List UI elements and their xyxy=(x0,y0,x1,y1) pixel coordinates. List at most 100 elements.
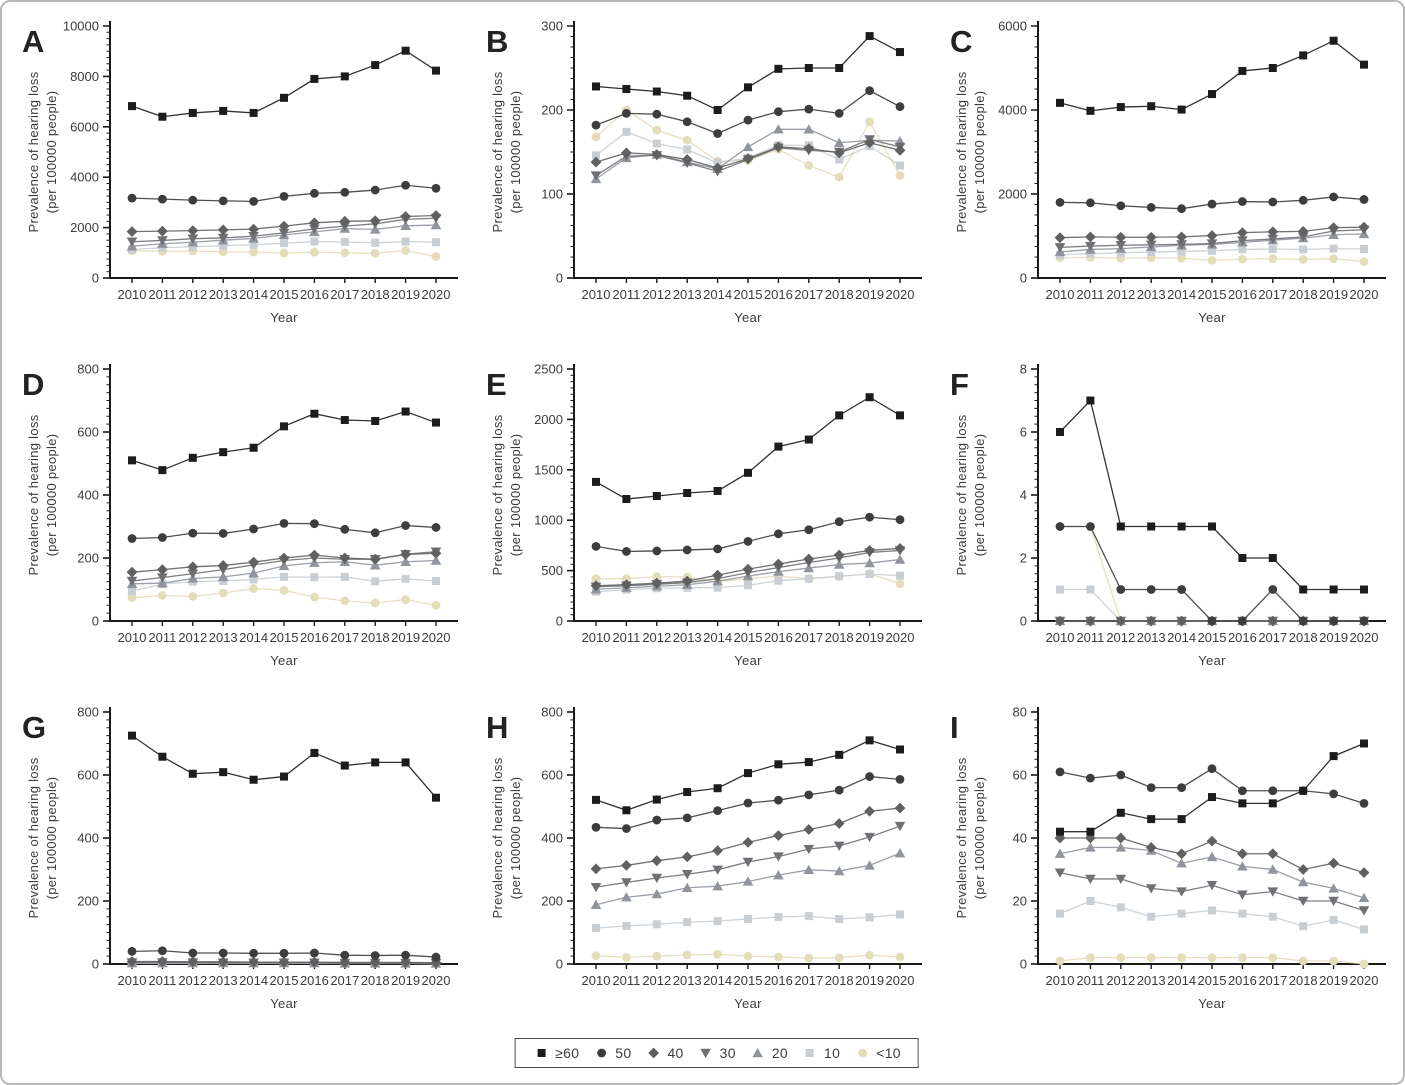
data-point-10 xyxy=(865,913,874,922)
x-tick-label: 2012 xyxy=(178,630,207,645)
data-point-ge-60 xyxy=(713,486,722,495)
x-tick-label: 2014 xyxy=(239,287,268,302)
data-point-10 xyxy=(1360,245,1368,254)
y-tick-label: 0 xyxy=(556,271,563,286)
data-point-30 xyxy=(1145,884,1157,894)
x-tick-label: 2014 xyxy=(703,973,732,988)
x-tick-label: 2014 xyxy=(1167,973,1196,988)
y-tick-label: 200 xyxy=(77,894,99,909)
data-point-30 xyxy=(1145,240,1157,250)
x-tick-label: 2015 xyxy=(734,287,763,302)
data-point-40 xyxy=(803,553,815,565)
data-point-10 xyxy=(249,575,258,584)
panel-letter-D: D xyxy=(22,367,44,402)
x-tick-label: 2020 xyxy=(886,973,915,988)
x-tick-label: 2014 xyxy=(1167,287,1196,302)
data-point-ge-60 xyxy=(713,784,722,793)
x-tick-label: 2020 xyxy=(1350,287,1379,302)
x-tick-label: 2019 xyxy=(391,287,420,302)
series-ge-60 xyxy=(592,32,904,114)
data-point-50 xyxy=(249,196,258,206)
data-point-50 xyxy=(1359,616,1369,626)
x-tick-label: 2015 xyxy=(1198,973,1227,988)
data-point-30 xyxy=(833,841,845,851)
y-axis-label-line1: Prevalence of hearing loss xyxy=(490,414,505,575)
data-point-50 xyxy=(401,521,410,530)
data-point-40 xyxy=(742,153,754,165)
legend-item-ge-60: ≥60 xyxy=(532,1045,579,1061)
data-point-10 xyxy=(128,587,136,596)
data-point-lt-10 xyxy=(1238,953,1247,963)
data-point-30 xyxy=(712,865,723,875)
data-point-10 xyxy=(1208,906,1216,915)
x-tick-label: 2017 xyxy=(794,973,823,988)
data-point-ge-60 xyxy=(804,64,813,72)
data-point-ge-60 xyxy=(249,108,258,117)
legend-label: 20 xyxy=(771,1045,789,1061)
data-point-50 xyxy=(682,813,692,823)
series-40 xyxy=(590,802,906,875)
data-point-20 xyxy=(1176,858,1187,868)
data-point-50 xyxy=(1055,767,1065,777)
data-point-10 xyxy=(219,241,228,250)
data-point-10 xyxy=(1086,897,1095,905)
data-point-50 xyxy=(1207,199,1217,209)
data-point-ge-60 xyxy=(1299,585,1308,594)
panel-B: 0 100 200 300 2010 2011 2012 2013 2014 2015 2016 20… xyxy=(472,6,936,349)
data-point-20 xyxy=(217,571,229,582)
data-point-ge-60 xyxy=(1147,102,1156,111)
data-point-30 xyxy=(864,832,875,843)
data-point-ge-60 xyxy=(1056,98,1064,107)
y-tick-label: 2000 xyxy=(70,220,99,235)
data-point-30 xyxy=(1237,890,1248,900)
panel-letter-A: A xyxy=(22,24,44,59)
panel-E: 0 500 1000 1500 2000 2500 2010 2011 2012 2013 2014… xyxy=(472,349,936,692)
data-point-ge-60 xyxy=(219,106,228,115)
legend-item-20: 20 xyxy=(749,1045,788,1061)
data-point-40 xyxy=(590,863,602,875)
data-point-ge-60 xyxy=(1116,103,1125,112)
data-point-50 xyxy=(1086,198,1095,208)
data-point-50 xyxy=(158,946,167,956)
y-axis-label-line2: (per 100000 people) xyxy=(972,91,987,214)
data-point-50 xyxy=(652,109,662,119)
data-point-40 xyxy=(400,549,411,560)
x-tick-label: 2017 xyxy=(794,630,823,645)
data-point-40 xyxy=(1328,857,1339,869)
data-point-lt-10 xyxy=(1177,253,1186,263)
x-tick-label: 2013 xyxy=(673,973,702,988)
y-axis-label-line2: (per 100000 people) xyxy=(508,91,523,214)
data-point-10 xyxy=(1056,909,1064,918)
data-point-10 xyxy=(1329,915,1338,924)
data-point-lt-10 xyxy=(1055,956,1065,966)
data-point-10 xyxy=(1056,585,1064,594)
data-point-ge-60 xyxy=(340,416,349,425)
data-point-30 xyxy=(1085,241,1096,252)
y-axis-label-line1: Prevalence of hearing loss xyxy=(954,757,969,918)
data-point-ge-60 xyxy=(1177,815,1186,824)
data-point-ge-60 xyxy=(774,64,783,73)
data-point-10 xyxy=(652,139,661,148)
data-point-lt-10 xyxy=(622,952,631,962)
data-point-10 xyxy=(1360,925,1368,934)
x-tick-label: 2010 xyxy=(118,287,147,302)
data-point-lt-10 xyxy=(340,596,350,606)
x-tick-label: 2020 xyxy=(1350,630,1379,645)
legend-label: 30 xyxy=(719,1045,736,1061)
y-axis-label-line1: Prevalence of hearing loss xyxy=(954,71,969,232)
y-axis-label-line1: Prevalence of hearing loss xyxy=(954,414,969,575)
data-point-50 xyxy=(591,542,601,551)
data-point-10 xyxy=(744,914,752,923)
x-tick-label: 2016 xyxy=(300,630,329,645)
data-point-40 xyxy=(369,957,381,968)
x-tick-label: 2010 xyxy=(118,973,147,988)
data-point-10 xyxy=(310,237,319,246)
data-point-50 xyxy=(713,129,722,138)
y-axis-label-line1: Prevalence of hearing loss xyxy=(490,71,505,232)
data-point-50 xyxy=(591,822,601,832)
data-point-50 xyxy=(310,188,319,198)
x-tick-label: 2012 xyxy=(642,630,671,645)
